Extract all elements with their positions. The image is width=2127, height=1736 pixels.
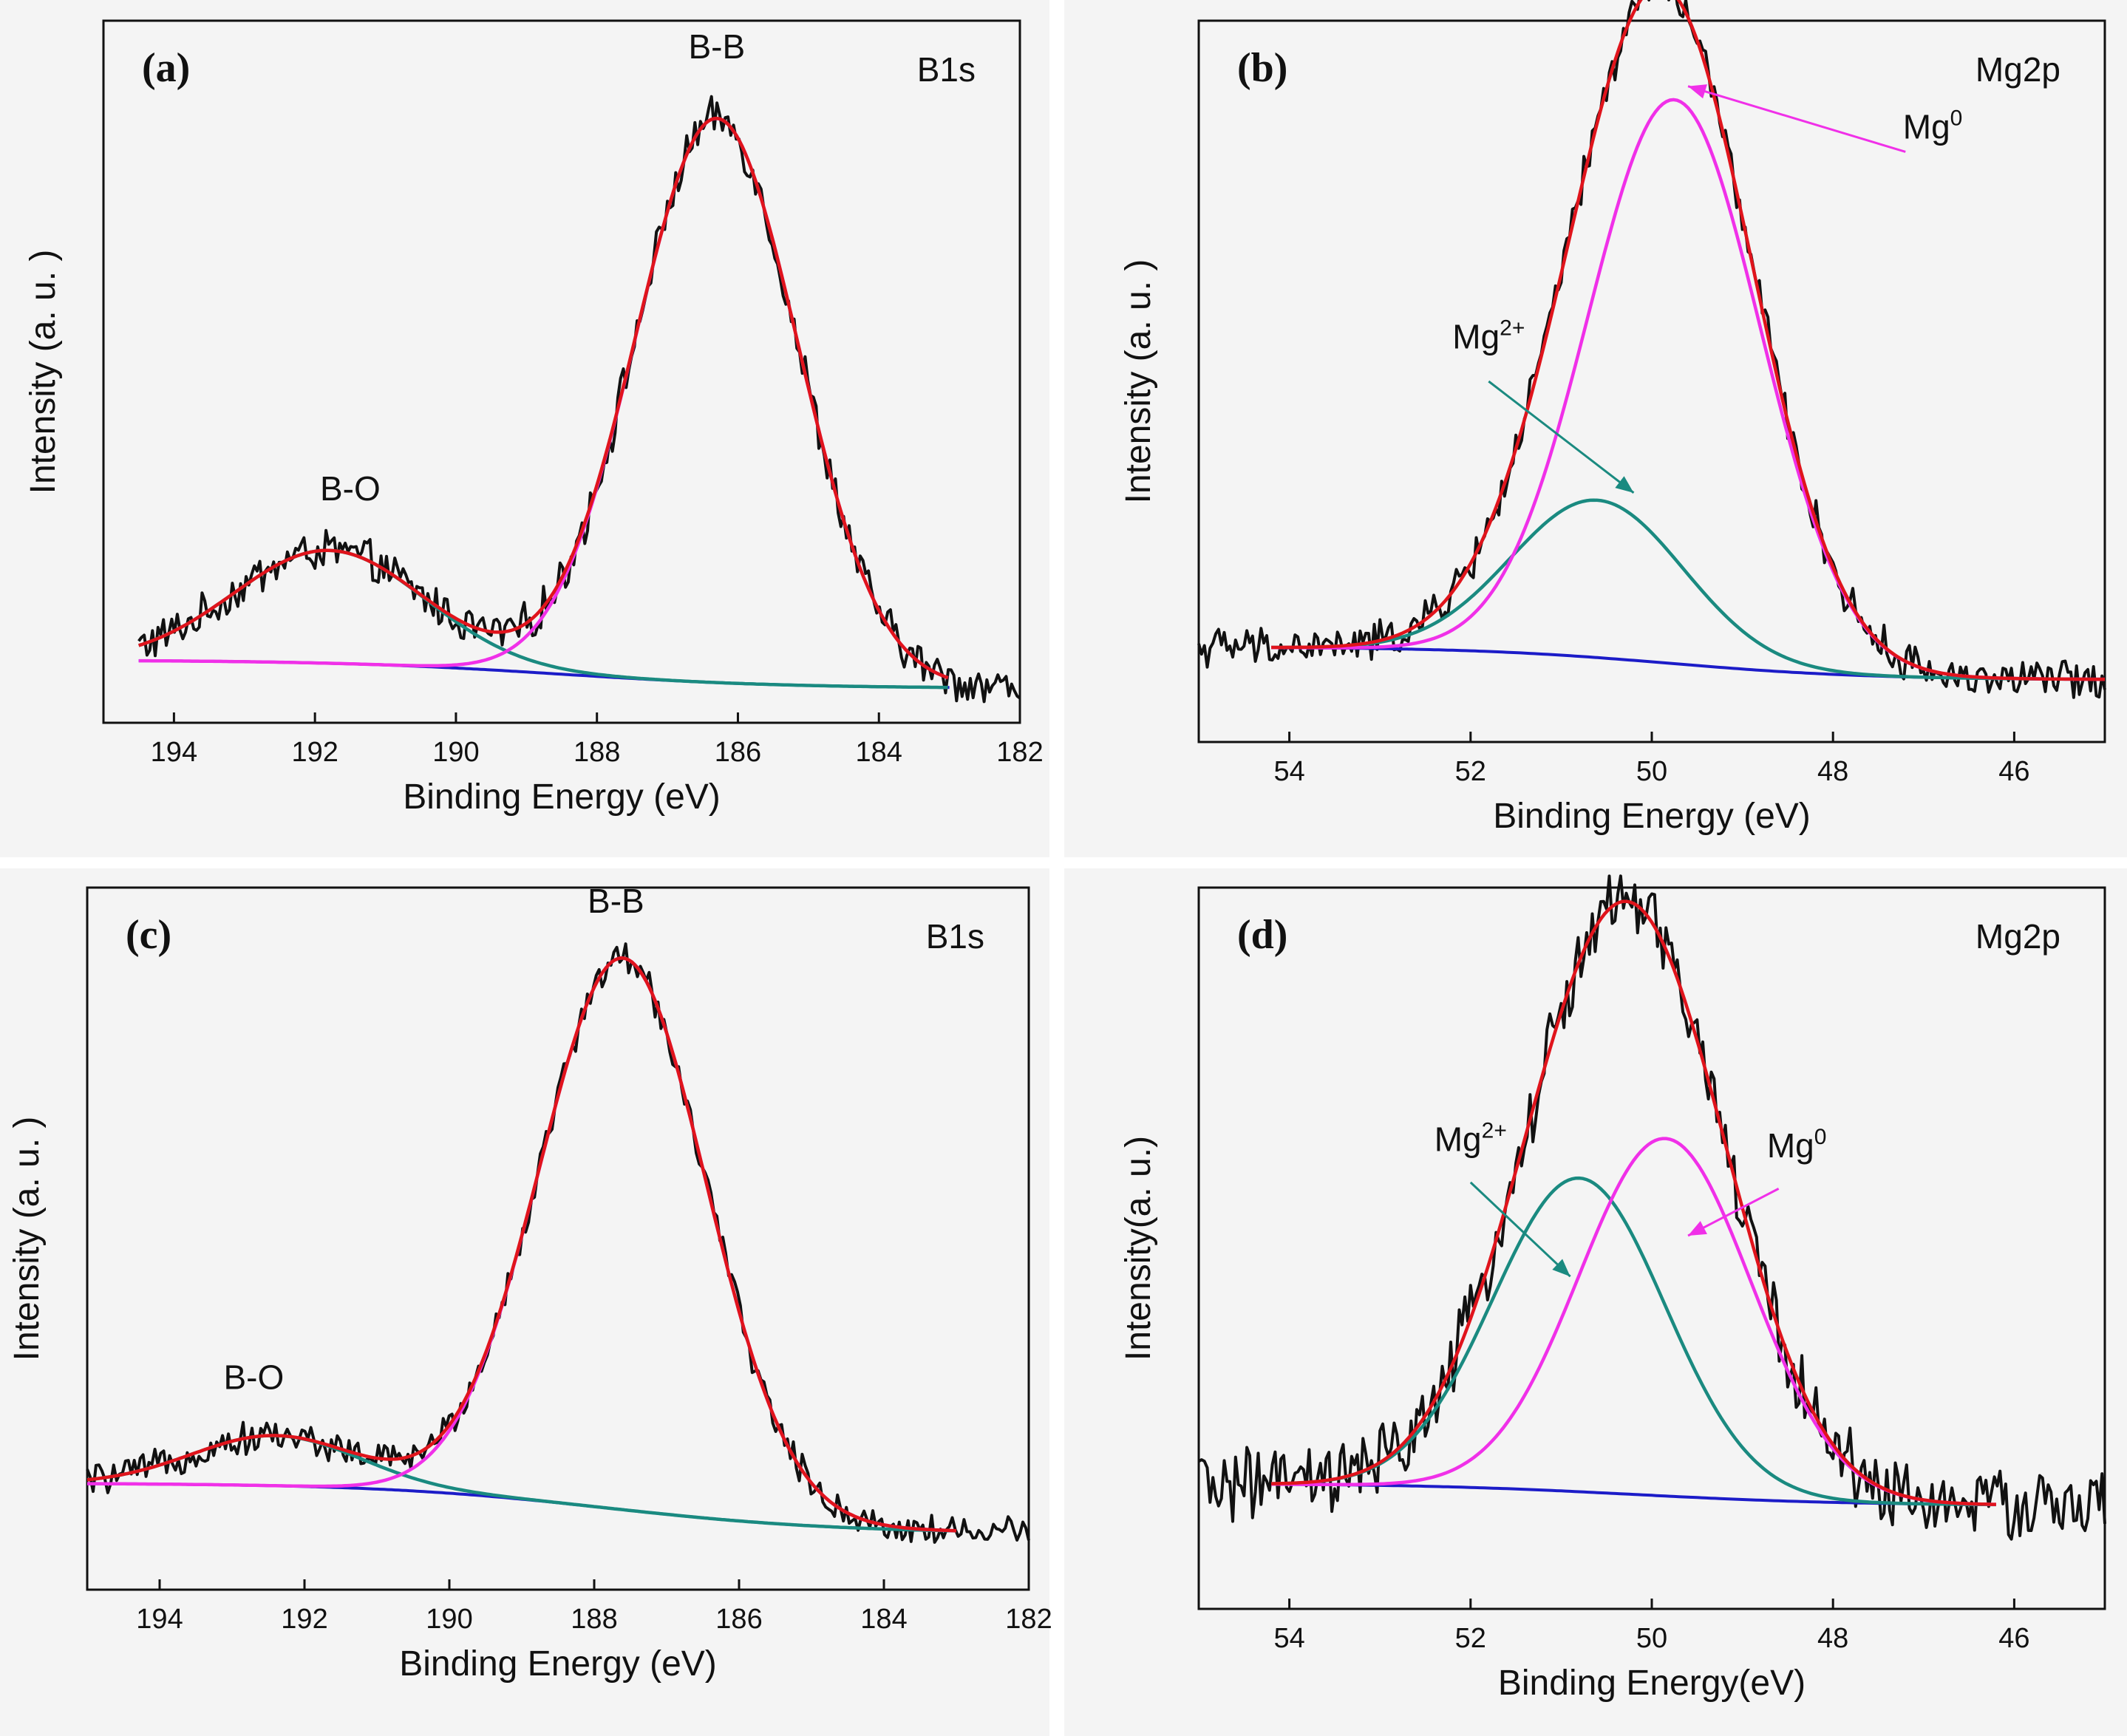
x-tick-label: 190 bbox=[432, 737, 479, 768]
x-tick-label: 182 bbox=[996, 737, 1043, 768]
x-tick-label: 190 bbox=[426, 1604, 472, 1635]
x-axis-label: Binding Energy(eV) bbox=[1498, 1664, 1806, 1703]
x-tick-label: 186 bbox=[715, 737, 761, 768]
fit-envelope-line bbox=[1271, 0, 2105, 681]
x-tick-label: 50 bbox=[1636, 756, 1667, 787]
annotation-arrow bbox=[1469, 1181, 1571, 1278]
x-tick-label: 54 bbox=[1273, 1623, 1304, 1654]
x-tick-label: 52 bbox=[1455, 1623, 1486, 1654]
panel-label: (d) bbox=[1237, 912, 1287, 958]
annotation-arrow bbox=[1687, 85, 1906, 153]
component-peak-mg2plus bbox=[1271, 498, 2106, 681]
y-axis-label: Intensity(a. u.) bbox=[1119, 1136, 1158, 1361]
chart-title: B1s bbox=[917, 50, 976, 89]
x-tick-label: 46 bbox=[1998, 1623, 2029, 1654]
panel-a: 194 192 190 188 186 184 182 Binding Energy (eV)… bbox=[24, 19, 1044, 817]
chart-title: Mg2p bbox=[1975, 50, 2060, 89]
panel-b-background bbox=[1064, 0, 2127, 857]
peak-label: B-B bbox=[689, 27, 746, 66]
annotation-arrow-head bbox=[1688, 84, 1707, 99]
annotation-arrow-head bbox=[1615, 476, 1634, 493]
x-tick-label: 52 bbox=[1455, 756, 1486, 787]
annotation-arrow bbox=[1488, 380, 1635, 494]
x-axis-label: Binding Energy (eV) bbox=[399, 1644, 717, 1684]
panel-label: (c) bbox=[126, 912, 171, 958]
plot-frame bbox=[102, 19, 1021, 724]
annotation-arrow-head bbox=[1552, 1259, 1570, 1277]
x-tick-label: 184 bbox=[856, 737, 902, 768]
panel-c: 194 192 190 188 186 184 182 Binding Energy (eV)… bbox=[7, 882, 1052, 1684]
x-axis-label: Binding Energy (eV) bbox=[1493, 797, 1811, 836]
x-axis-label: Binding Energy (eV) bbox=[403, 777, 721, 817]
peak-label: B-O bbox=[224, 1358, 285, 1397]
peak-label: Mg2+ bbox=[1435, 1118, 1507, 1158]
x-tick-label: 50 bbox=[1636, 1623, 1667, 1654]
panel-c-background bbox=[0, 868, 1049, 1736]
component-peak-mg0 bbox=[1271, 98, 2105, 681]
peak-label: B-B bbox=[588, 882, 644, 920]
raw-spectrum-line bbox=[1197, 0, 2106, 699]
fit-envelope-line bbox=[86, 956, 957, 1533]
x-tick-label: 46 bbox=[1998, 756, 2029, 787]
panel-label: (a) bbox=[142, 45, 190, 91]
peak-label: Mg0 bbox=[1767, 1125, 1827, 1165]
y-axis-label: Intensity (a. u. ) bbox=[24, 250, 63, 494]
annotation-arrow-head bbox=[1688, 1221, 1707, 1236]
panel-label: (b) bbox=[1237, 45, 1287, 91]
x-tick-label: 184 bbox=[860, 1604, 907, 1635]
panel-d: 54 52 50 48 46 Binding Energy(eV) Intensity(a.… bbox=[1119, 874, 2106, 1703]
peak-label: Mg2+ bbox=[1452, 316, 1525, 356]
y-axis-label: Intensity (a. u. ) bbox=[1119, 259, 1158, 504]
background-line bbox=[1271, 646, 2106, 681]
raw-spectrum-line bbox=[1197, 874, 2106, 1541]
plot-frame bbox=[86, 886, 1030, 1591]
fit-envelope-line bbox=[138, 116, 949, 680]
x-tick-label: 54 bbox=[1273, 756, 1304, 787]
fit-envelope-line bbox=[1271, 899, 1996, 1506]
panel-d-background bbox=[1064, 868, 2127, 1736]
peak-label: Mg0 bbox=[1903, 106, 1963, 146]
raw-spectrum-line bbox=[86, 942, 1030, 1544]
x-tick-label: 192 bbox=[281, 1604, 327, 1635]
raw-spectrum-line bbox=[137, 95, 1021, 704]
x-tick-label: 194 bbox=[136, 1604, 183, 1635]
chart-title: Mg2p bbox=[1975, 917, 2060, 956]
x-tick-label: 182 bbox=[1005, 1604, 1052, 1635]
x-tick-label: 194 bbox=[151, 737, 197, 768]
x-tick-label: 192 bbox=[291, 737, 338, 768]
component-peak-mg2plus bbox=[1271, 1176, 1996, 1507]
peak-label: B-O bbox=[320, 469, 381, 508]
x-tick-label: 188 bbox=[574, 737, 620, 768]
y-axis-label: Intensity (a. u. ) bbox=[7, 1117, 47, 1361]
plot-frame bbox=[1197, 19, 2106, 743]
x-tick-label: 48 bbox=[1817, 756, 1848, 787]
x-tick-label: 188 bbox=[571, 1604, 617, 1635]
chart-title: B1s bbox=[926, 917, 984, 956]
panel-b: 54 52 50 48 46 Binding Energy (eV) Intensity (… bbox=[1119, 0, 2106, 836]
x-tick-label: 186 bbox=[715, 1604, 762, 1635]
x-tick-label: 48 bbox=[1817, 1623, 1848, 1654]
